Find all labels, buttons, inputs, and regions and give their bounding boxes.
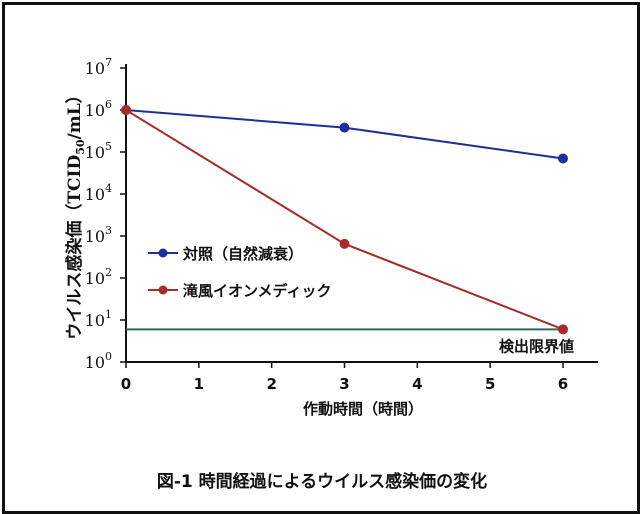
- detection-limit-label: 検出限界値: [499, 337, 574, 355]
- series-1-point: [339, 122, 350, 133]
- y-tick-label: 107: [85, 56, 112, 78]
- y-tick-label: 100: [85, 350, 112, 372]
- y-tick-label: 104: [85, 182, 112, 204]
- y-tick-label: 103: [85, 224, 112, 246]
- tick-labels: 0 1 2 3 4 5 6 100 101 102 103 104 105 106 107: [85, 56, 569, 393]
- x-axis-label: 作動時間（時間）: [303, 400, 423, 418]
- series-2-point: [558, 324, 568, 335]
- legend-marker-1: [158, 248, 168, 258]
- y-axis-label: ウイルス感染価（TCID50/mL）: [64, 86, 87, 339]
- series-2-point: [339, 238, 350, 249]
- y-tick-label: 105: [85, 140, 112, 162]
- x-tick-label: 2: [266, 375, 276, 393]
- series-1-point: [558, 153, 568, 164]
- x-tick-label: 3: [339, 375, 349, 393]
- x-tick-label: 6: [558, 375, 568, 393]
- x-tick-label: 0: [121, 375, 131, 393]
- x-tick-label: 5: [485, 375, 495, 393]
- series-2-point: [121, 105, 131, 115]
- y-tick-label: 101: [85, 308, 112, 330]
- legend-marker-2: [158, 285, 168, 295]
- axes: [120, 64, 598, 368]
- legend-label-1: 対照（自然減衰）: [182, 245, 303, 263]
- figure-caption: 図-1 時間経過によるウイルス感染価の変化: [157, 471, 487, 492]
- y-tick-label: 106: [85, 98, 112, 120]
- x-tick-label: 1: [194, 375, 204, 393]
- legend-label-2: 滝風イオンメディック: [183, 282, 332, 300]
- detection-limit-group: 検出限界値: [126, 328, 574, 355]
- x-tick-label: 4: [412, 375, 422, 393]
- y-tick-label: 102: [85, 266, 112, 288]
- series-points: [121, 105, 568, 335]
- legend: 対照（自然減衰） 滝風イオンメディック: [148, 245, 332, 300]
